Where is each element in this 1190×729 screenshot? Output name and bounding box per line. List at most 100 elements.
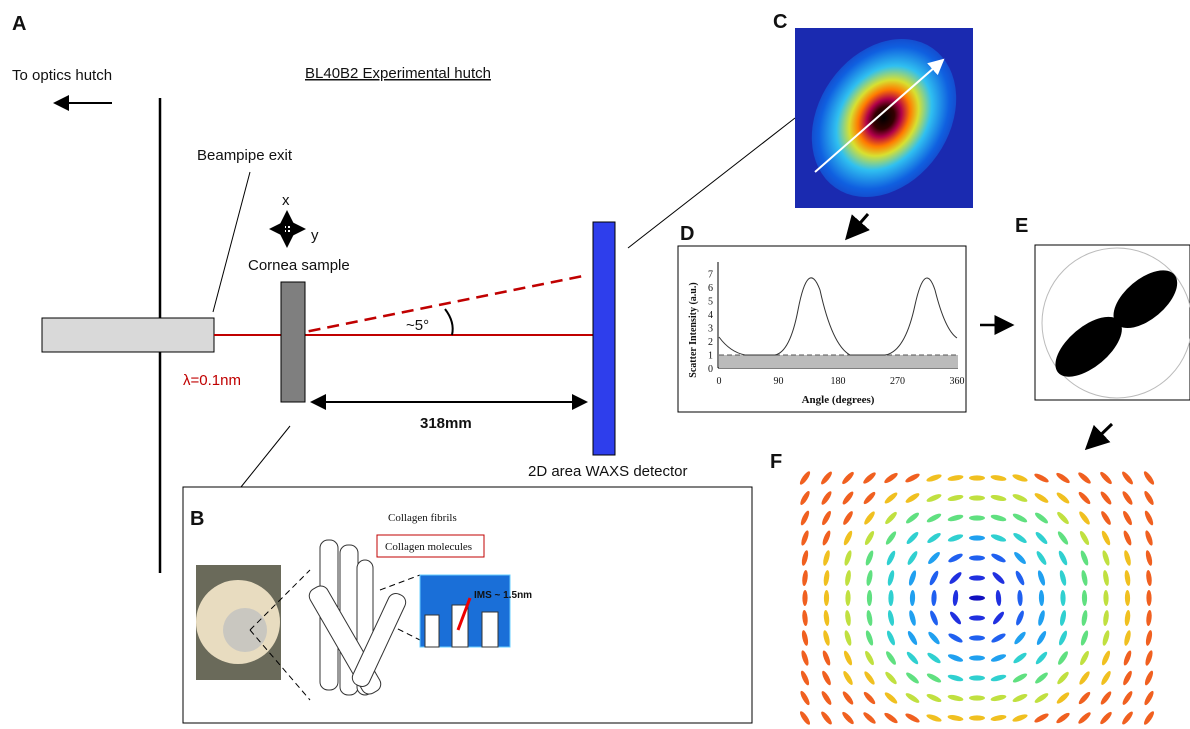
angle-arc: [445, 309, 453, 335]
glyph: [820, 710, 834, 726]
glyph: [841, 690, 855, 706]
glyph: [905, 650, 920, 665]
glyph: [1058, 570, 1067, 587]
glyph: [802, 610, 809, 626]
glyph: [883, 471, 899, 484]
glyph: [1080, 570, 1088, 587]
glyph: [969, 495, 985, 500]
glyph: [1012, 492, 1029, 503]
glyph: [801, 570, 808, 587]
glyph: [1014, 570, 1026, 587]
glyph: [926, 651, 942, 665]
glyph: [947, 714, 964, 722]
glyph: [824, 590, 829, 606]
panel-label: F: [770, 451, 782, 473]
glyph: [910, 590, 916, 606]
glyph: [947, 653, 964, 663]
glyph: [1081, 610, 1089, 627]
glyph: [820, 690, 833, 706]
glyph: [1078, 670, 1092, 686]
glyph: [1082, 590, 1087, 606]
glyph: [822, 630, 831, 647]
glyph: [1146, 610, 1153, 626]
glyph: [928, 570, 940, 587]
glyph: [927, 550, 942, 565]
glyph: [1077, 711, 1092, 726]
glyph: [1039, 590, 1045, 606]
glyph: [1036, 570, 1046, 587]
glyph: [841, 470, 856, 485]
glyph: [842, 510, 855, 526]
label: To optics hutch: [12, 67, 112, 84]
label: Cornea sample: [248, 257, 350, 274]
pointer: [213, 172, 250, 312]
glyph: [799, 670, 810, 687]
x-tick-label: 360: [950, 376, 965, 387]
glyph: [819, 470, 833, 486]
glyph: [926, 531, 942, 544]
glyph: [969, 635, 985, 640]
glyph: [801, 630, 810, 647]
glyph: [990, 694, 1007, 703]
glyph: [884, 670, 899, 685]
glyph: [1078, 530, 1090, 546]
glyph: [1013, 550, 1028, 565]
glyph: [906, 630, 919, 646]
label: Collagen molecules: [385, 541, 472, 553]
glyph: [864, 630, 874, 647]
label: y: [311, 227, 319, 244]
glyph: [1145, 570, 1152, 587]
glyph: [904, 492, 920, 505]
glyph: [947, 513, 964, 522]
glyph: [1034, 511, 1050, 525]
glyph: [820, 490, 833, 506]
glyph: [1056, 530, 1070, 546]
glyph: [929, 610, 940, 627]
glyph: [1079, 550, 1090, 567]
glyph: [969, 715, 985, 720]
glyph: [1033, 492, 1049, 505]
orientation-map: [798, 470, 1155, 726]
y-tick-label: 1: [708, 351, 713, 362]
glyph: [1078, 510, 1092, 526]
glyph: [947, 673, 964, 682]
glyph: [1143, 490, 1156, 506]
glyph: [1121, 490, 1134, 506]
glyph: [863, 530, 875, 546]
glyph: [1102, 610, 1109, 627]
glyph: [1121, 510, 1133, 527]
glyph: [1012, 713, 1029, 723]
glyph: [823, 610, 830, 627]
glyph: [862, 490, 877, 505]
panel-label: C: [773, 11, 787, 33]
glyph: [1100, 650, 1111, 667]
glyph: [1055, 471, 1071, 484]
glyph: [798, 470, 811, 486]
glyph: [1122, 670, 1134, 687]
glyph: [888, 590, 894, 606]
y-tick-label: 2: [708, 337, 713, 348]
x-tick-label: 90: [774, 376, 784, 387]
glyph: [1099, 710, 1114, 725]
glyph: [843, 630, 853, 647]
glyph: [1057, 630, 1068, 647]
glyph: [907, 570, 917, 587]
x-tick-label: 180: [831, 376, 846, 387]
glyph: [802, 590, 807, 606]
glyph: [969, 515, 985, 520]
glyph: [926, 672, 943, 684]
glyph: [884, 510, 899, 525]
glyph: [1143, 670, 1154, 687]
glyph: [844, 570, 852, 587]
glyph: [969, 555, 985, 560]
glyph: [947, 533, 964, 543]
glyph: [1013, 630, 1027, 645]
connector: [241, 426, 290, 487]
glyph: [969, 475, 985, 480]
glyph: [1056, 650, 1069, 666]
connector: [628, 118, 795, 248]
glyph: [905, 671, 921, 685]
glyph: [990, 533, 1007, 543]
glyph: [1012, 651, 1028, 665]
glyph: [883, 691, 898, 705]
